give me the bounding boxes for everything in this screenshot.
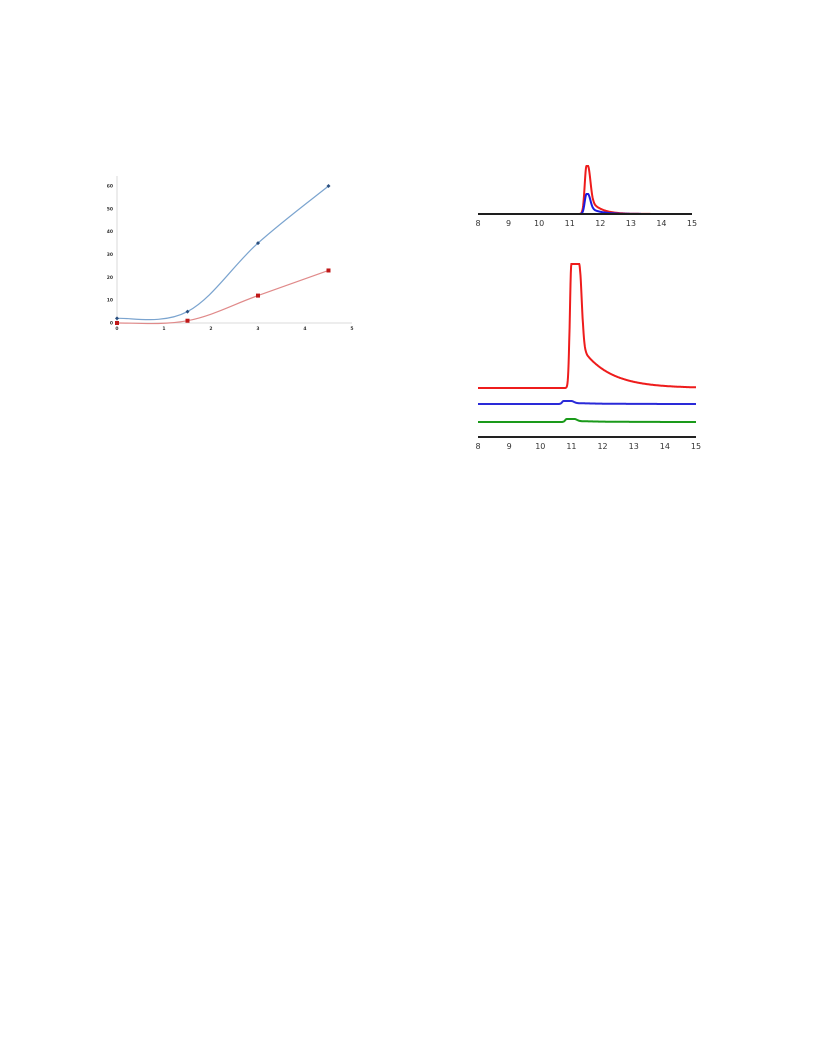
data-point	[185, 309, 190, 314]
data-point	[326, 268, 331, 273]
series-line-1	[116, 185, 329, 321]
trace-1	[478, 263, 696, 389]
trace-3	[478, 418, 696, 423]
x-tick-label: 9	[507, 442, 512, 451]
chromatogram-top: 8 9 10 11 12 13 14 15	[475, 165, 697, 228]
trace-1	[478, 165, 692, 215]
x-tick-label: 8	[475, 442, 480, 451]
y-tick-label: 20	[107, 275, 113, 281]
x-tick-label: 9	[506, 219, 511, 228]
line-chart: 0 10 20 30 40 50 60 0 1 2 3 4 5	[107, 176, 354, 332]
trace-2	[478, 400, 696, 405]
y-tick-label: 60	[107, 184, 113, 190]
x-tick-label: 5	[350, 326, 353, 332]
x-tick-label: 14	[660, 442, 670, 451]
x-tick-label: 11	[566, 442, 576, 451]
x-tick-label: 12	[595, 219, 605, 228]
y-tick-label: 10	[107, 298, 113, 304]
x-tick-label: 2	[209, 326, 212, 332]
data-point	[115, 316, 119, 321]
chromatogram-bottom: 8 9 10 11 12 13 14 15	[475, 263, 701, 451]
data-point	[256, 293, 260, 298]
data-point	[256, 241, 260, 246]
x-tick-label: 0	[115, 326, 118, 332]
x-tick-label: 12	[597, 442, 607, 451]
x-tick-label: 13	[629, 442, 639, 451]
x-tick-label: 4	[303, 326, 306, 332]
data-point	[185, 318, 190, 323]
x-tick-label: 13	[626, 219, 636, 228]
x-tick-label: 10	[534, 219, 544, 228]
x-tick-label: 1	[162, 326, 165, 332]
data-point	[115, 321, 119, 325]
x-tick-label: 11	[565, 219, 575, 228]
x-tick-label: 3	[256, 326, 259, 332]
data-point	[326, 184, 331, 188]
y-tick-label: 30	[107, 252, 113, 258]
x-tick-label: 14	[656, 219, 666, 228]
x-tick-label: 8	[475, 219, 480, 228]
x-tick-label: 15	[691, 442, 701, 451]
trace-2	[478, 193, 692, 215]
y-tick-label: 40	[107, 229, 113, 235]
x-tick-label: 15	[687, 219, 697, 228]
series-line-2	[116, 269, 329, 325]
x-tick-label: 10	[535, 442, 545, 451]
y-tick-label: 0	[110, 321, 113, 327]
y-tick-label: 50	[107, 206, 113, 212]
